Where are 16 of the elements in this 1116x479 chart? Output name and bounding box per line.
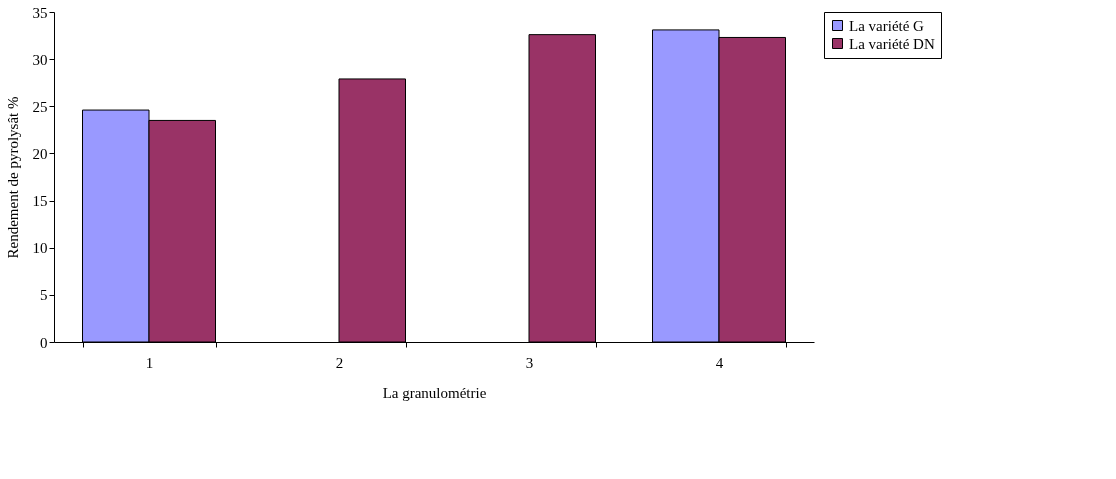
x-tick-label: 4 xyxy=(715,354,724,371)
y-tick-label: 25 xyxy=(32,98,48,115)
y-axis-title: Rendement de pyrolysât % xyxy=(4,96,21,259)
y-tick-label: 10 xyxy=(32,240,48,257)
y-tick-label: 35 xyxy=(32,4,48,21)
legend-label: La variété G xyxy=(849,17,925,34)
y-tick-label: 30 xyxy=(32,51,48,68)
legend-label: La variété DN xyxy=(849,35,935,52)
x-tick-label: 2 xyxy=(335,354,344,371)
x-tick-label: 1 xyxy=(145,354,154,371)
y-tick-label: 20 xyxy=(32,145,48,162)
y-tick-label: 0 xyxy=(40,334,48,351)
y-tick-label: 15 xyxy=(32,193,48,210)
x-axis-title: La granulométrie xyxy=(382,384,487,401)
x-tick-label: 3 xyxy=(525,354,534,371)
y-tick-label: 5 xyxy=(40,287,48,304)
